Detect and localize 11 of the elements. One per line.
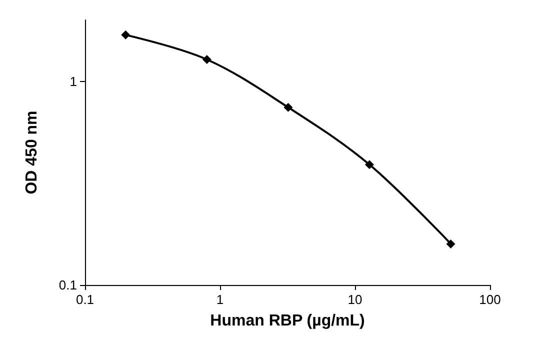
point — [364, 160, 374, 170]
point — [284, 102, 293, 112]
x-tick-label: 0.1 — [76, 292, 94, 307]
x-tick-label: 10 — [348, 292, 362, 307]
point — [446, 239, 456, 248]
x-tick-label: 100 — [479, 292, 501, 307]
x-tick-label: 1 — [216, 292, 224, 307]
point — [202, 54, 212, 64]
y-axis-title: OD 450 nm — [24, 110, 40, 194]
x-axis-title: Human RBP (µg/mL) — [210, 312, 365, 330]
point — [121, 30, 130, 40]
